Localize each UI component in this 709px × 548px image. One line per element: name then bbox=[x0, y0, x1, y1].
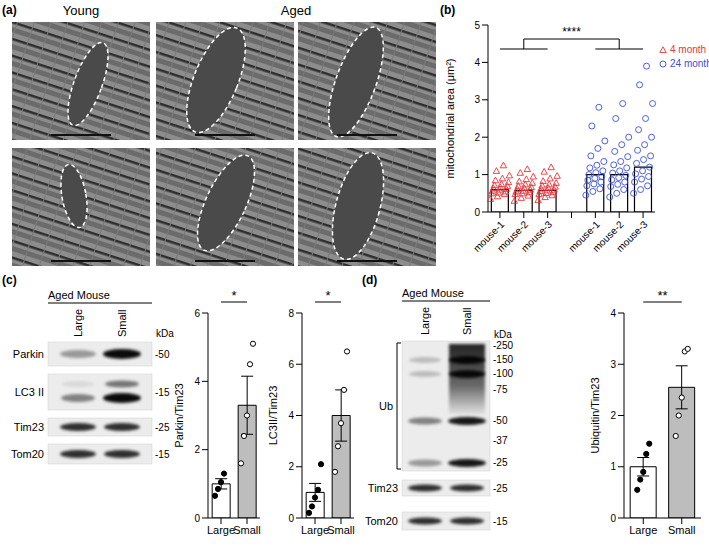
svg-text:Tom20: Tom20 bbox=[365, 515, 398, 527]
svg-text:3: 3 bbox=[610, 359, 616, 370]
svg-text:Ub: Ub bbox=[379, 400, 393, 412]
svg-text:0: 0 bbox=[288, 513, 294, 524]
svg-text:mitochondrial area (μm²): mitochondrial area (μm²) bbox=[444, 58, 456, 178]
svg-text:4: 4 bbox=[194, 376, 200, 387]
svg-text:mouse-1: mouse-1 bbox=[566, 218, 602, 254]
svg-text:Tom20: Tom20 bbox=[11, 448, 44, 460]
svg-text:3: 3 bbox=[474, 94, 480, 105]
svg-text:-50: -50 bbox=[155, 349, 170, 360]
svg-text:-37: -37 bbox=[493, 435, 508, 446]
svg-text:-25: -25 bbox=[155, 422, 170, 433]
svg-text:Tim23: Tim23 bbox=[14, 421, 44, 433]
svg-text:mouse-3: mouse-3 bbox=[614, 218, 650, 254]
svg-text:-100: -100 bbox=[493, 368, 513, 379]
svg-text:8: 8 bbox=[288, 308, 294, 319]
svg-text:-50: -50 bbox=[493, 415, 508, 426]
svg-text:0: 0 bbox=[474, 207, 480, 218]
svg-text:(a): (a) bbox=[8, 3, 17, 17]
svg-text:24 month: 24 month bbox=[670, 58, 701, 69]
svg-text:(d): (d) bbox=[362, 273, 377, 287]
svg-text:LC3II/Tim23: LC3II/Tim23 bbox=[267, 386, 279, 446]
svg-text:0: 0 bbox=[194, 513, 200, 524]
svg-text:2: 2 bbox=[474, 132, 480, 143]
svg-text:(b): (b) bbox=[440, 5, 455, 17]
svg-text:4: 4 bbox=[474, 57, 480, 68]
svg-text:Small: Small bbox=[327, 524, 355, 536]
svg-text:*: * bbox=[325, 288, 330, 303]
svg-text:Large: Large bbox=[629, 524, 657, 536]
svg-text:-75: -75 bbox=[493, 384, 508, 395]
svg-text:Large: Large bbox=[72, 309, 84, 337]
svg-text:mouse-2: mouse-2 bbox=[494, 218, 531, 254]
svg-text:-250: -250 bbox=[493, 340, 513, 351]
svg-text:-15: -15 bbox=[155, 449, 170, 460]
svg-text:mouse-2: mouse-2 bbox=[590, 218, 626, 254]
svg-text:Young: Young bbox=[63, 3, 99, 18]
svg-text:Small: Small bbox=[233, 524, 261, 536]
svg-text:-15: -15 bbox=[493, 516, 508, 527]
svg-text:1: 1 bbox=[610, 461, 616, 472]
svg-text:*: * bbox=[231, 288, 236, 303]
svg-text:Aged Mouse: Aged Mouse bbox=[48, 289, 110, 301]
svg-text:1: 1 bbox=[474, 169, 480, 180]
svg-text:****: **** bbox=[562, 25, 581, 39]
svg-text:2: 2 bbox=[194, 444, 200, 455]
svg-text:Aged: Aged bbox=[281, 3, 311, 18]
svg-text:Small: Small bbox=[461, 307, 473, 335]
svg-text:Large: Large bbox=[301, 524, 329, 536]
svg-text:Small: Small bbox=[668, 524, 696, 536]
svg-text:6: 6 bbox=[194, 308, 200, 319]
svg-text:0: 0 bbox=[610, 513, 616, 524]
svg-text:2: 2 bbox=[610, 410, 616, 421]
svg-text:Parkin: Parkin bbox=[13, 348, 44, 360]
svg-text:**: ** bbox=[657, 288, 667, 303]
svg-text:4: 4 bbox=[288, 410, 294, 421]
svg-text:kDa: kDa bbox=[156, 328, 174, 339]
svg-text:-25: -25 bbox=[493, 457, 508, 468]
svg-text:-15: -15 bbox=[155, 387, 170, 398]
svg-text:4 month: 4 month bbox=[670, 44, 701, 55]
svg-text:Ubiquitin/Tim23: Ubiquitin/Tim23 bbox=[589, 377, 601, 453]
svg-text:Aged Mouse: Aged Mouse bbox=[402, 287, 464, 299]
svg-text:4: 4 bbox=[610, 308, 616, 319]
svg-text:mouse-1: mouse-1 bbox=[471, 218, 507, 254]
svg-text:mouse-3: mouse-3 bbox=[519, 218, 555, 254]
svg-text:5: 5 bbox=[474, 20, 480, 31]
svg-text:Large: Large bbox=[207, 524, 235, 536]
svg-text:Parkin/Tim23: Parkin/Tim23 bbox=[173, 383, 185, 447]
svg-text:-150: -150 bbox=[493, 354, 513, 365]
svg-text:6: 6 bbox=[288, 359, 294, 370]
svg-text:Large: Large bbox=[419, 307, 431, 335]
svg-text:Small: Small bbox=[116, 309, 128, 337]
svg-text:(c): (c) bbox=[8, 273, 17, 287]
svg-text:-25: -25 bbox=[493, 483, 508, 494]
svg-text:LC3 II: LC3 II bbox=[15, 386, 44, 398]
svg-text:Tim23: Tim23 bbox=[368, 482, 398, 494]
svg-text:2: 2 bbox=[288, 461, 294, 472]
svg-text:kDa: kDa bbox=[494, 329, 512, 340]
